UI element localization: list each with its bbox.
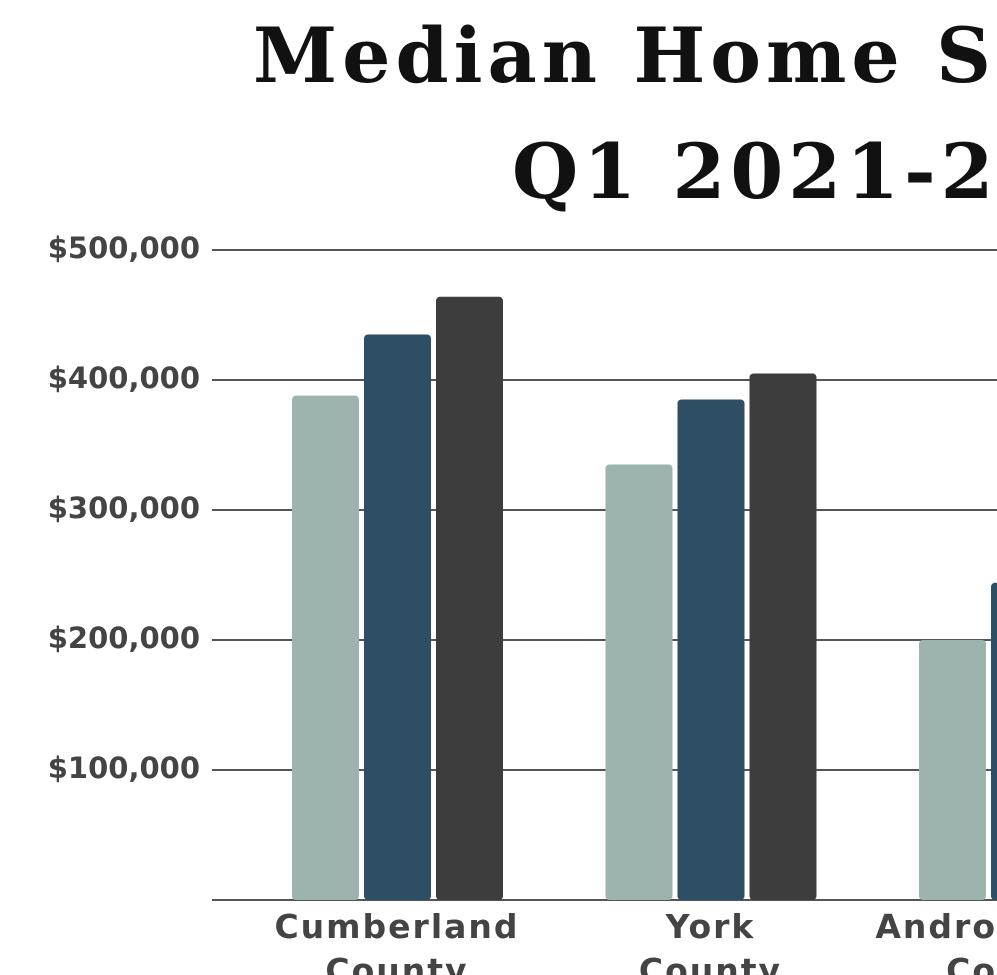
bar — [364, 334, 431, 900]
bar — [749, 373, 817, 900]
y-tick-label: $100,000 — [48, 751, 200, 785]
bar — [919, 640, 986, 900]
x-tick-label: County — [325, 951, 468, 975]
y-tick-label: $400,000 — [48, 361, 200, 395]
y-tick-label: $200,000 — [48, 621, 200, 655]
x-tick-label: County — [639, 951, 782, 975]
chart-title: Q1 2021-2 — [512, 127, 997, 216]
x-tick-label: Andro — [875, 907, 997, 946]
x-tick-label: Cumberland — [274, 907, 519, 946]
bar — [292, 395, 359, 900]
bar — [991, 582, 997, 900]
bar — [605, 464, 673, 900]
x-tick-label: Co — [946, 951, 997, 975]
y-tick-label: $300,000 — [48, 491, 200, 525]
bar — [436, 296, 503, 900]
chart-title: Median Home S — [253, 11, 996, 100]
y-tick-label: $500,000 — [48, 231, 200, 265]
x-tick-label: York — [665, 907, 756, 946]
bar — [677, 399, 745, 900]
